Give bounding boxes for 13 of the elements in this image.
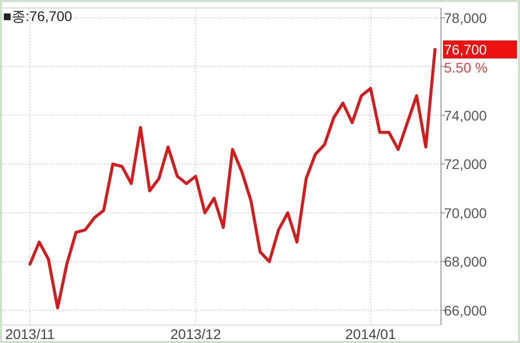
x-tick-label: 2014/01 bbox=[345, 326, 396, 342]
x-tick-label: 2013/11 bbox=[5, 326, 55, 342]
x-tick-label: 2013/12 bbox=[170, 326, 222, 342]
y-tick-label: 74,000 bbox=[444, 107, 488, 124]
y-tick-label: 68,000 bbox=[444, 254, 488, 270]
y-tick-label: 78,000 bbox=[444, 10, 488, 26]
text: 5.50 % bbox=[444, 59, 488, 76]
line-series bbox=[28, 48, 436, 310]
annotation: ■종:76,700 bbox=[3, 8, 72, 24]
y-tick-label: 70,000 bbox=[444, 204, 488, 221]
y-tick-label: 66,000 bbox=[444, 302, 488, 318]
text: 76,700 bbox=[444, 41, 488, 58]
y-tick-label: 72,000 bbox=[444, 156, 488, 172]
